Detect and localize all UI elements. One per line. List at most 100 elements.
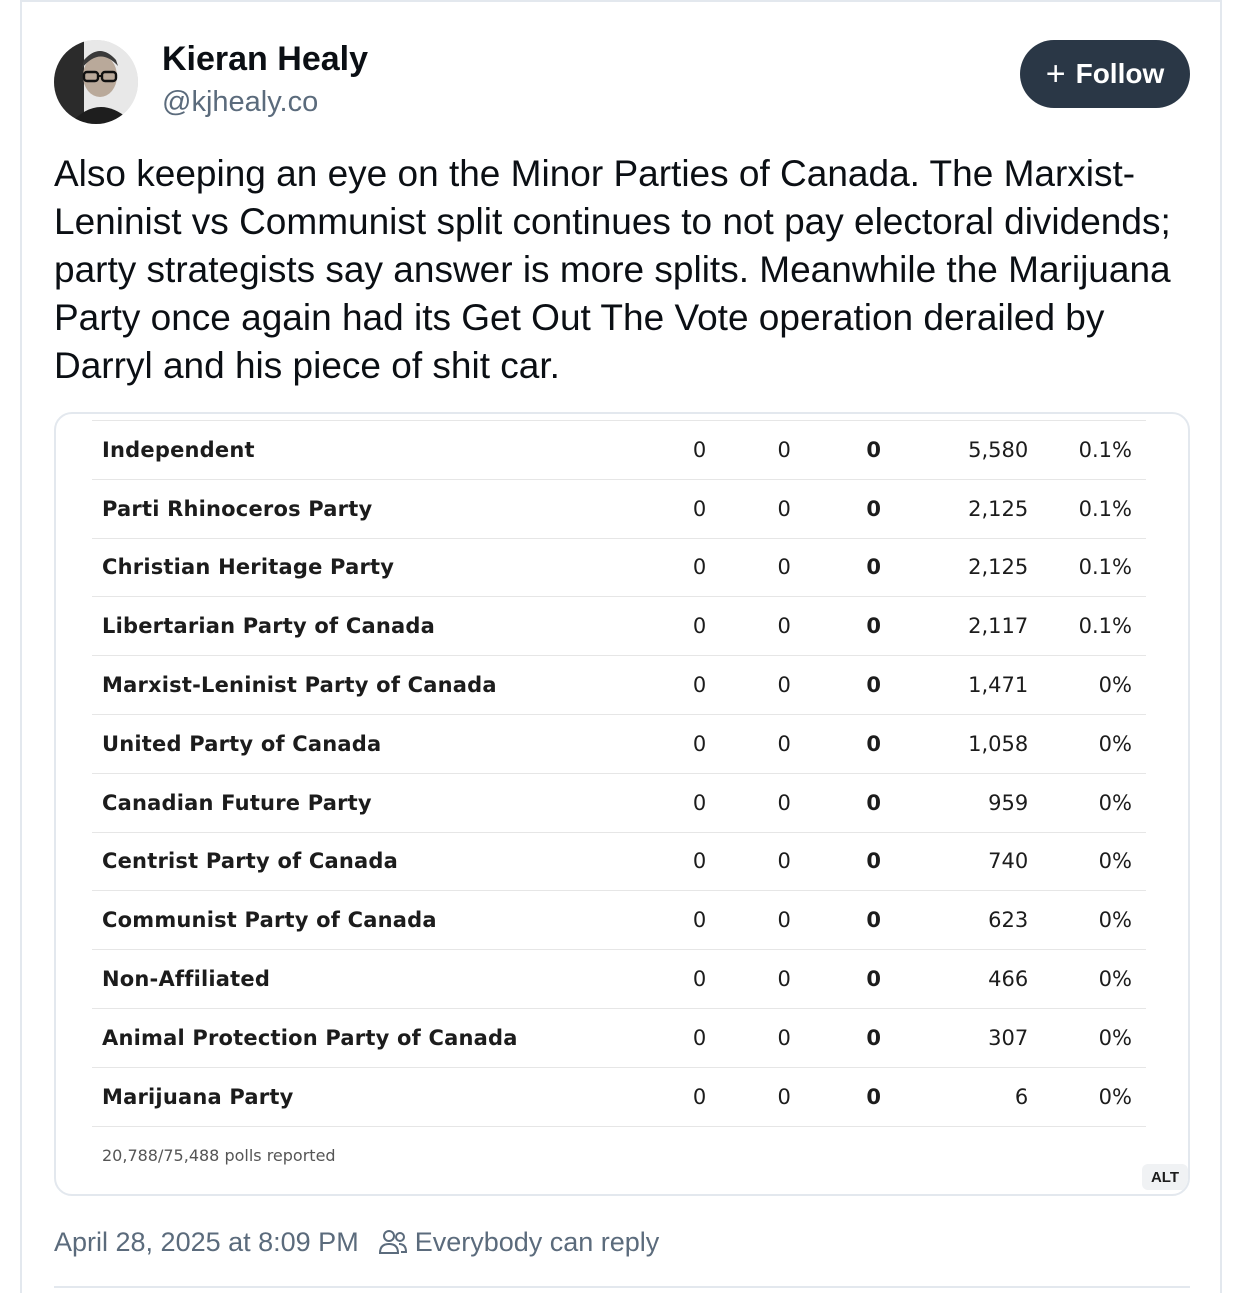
vote-percent: 0.1% xyxy=(1028,538,1146,598)
follow-button[interactable]: + Follow xyxy=(1020,40,1190,108)
vote-count: 959 xyxy=(918,773,1029,833)
results-table: Independent 0 0 0 5,580 0.1% Parti Rhinoceros … xyxy=(92,421,1146,1127)
table-row: Christian Heritage Party 0 0 0 2,125 0.1% xyxy=(92,538,1146,598)
party-name: Centrist Party of Canada xyxy=(92,832,660,892)
vote-percent: 0% xyxy=(1028,949,1146,1009)
post-meta: April 28, 2025 at 8:09 PM Everybody can … xyxy=(54,1226,659,1258)
vote-count: 1,471 xyxy=(918,655,1029,715)
seats-leading: 0 xyxy=(739,773,829,833)
seats-leading: 0 xyxy=(739,832,829,892)
vote-percent: 0% xyxy=(1028,1067,1146,1127)
seats-elected: 0 xyxy=(659,1008,740,1068)
vote-count: 1,058 xyxy=(918,714,1029,774)
seats-total: 0 xyxy=(828,890,919,951)
table-row: Centrist Party of Canada 0 0 0 740 0% xyxy=(92,832,1146,892)
seats-total: 0 xyxy=(828,479,919,539)
seats-leading: 0 xyxy=(739,890,829,951)
person-avatar-icon xyxy=(54,40,138,124)
party-name: Parti Rhinoceros Party xyxy=(92,479,660,539)
party-name: United Party of Canada xyxy=(92,714,660,774)
table-row: Libertarian Party of Canada 0 0 0 2,117 0.1% xyxy=(92,596,1146,657)
seats-elected: 0 xyxy=(659,832,740,892)
vote-percent: 0.1% xyxy=(1028,479,1146,539)
seats-leading: 0 xyxy=(739,1008,829,1068)
seats-elected: 0 xyxy=(659,1067,740,1127)
vote-count: 5,580 xyxy=(918,421,1029,480)
party-name: Independent xyxy=(92,421,660,480)
vote-percent: 0% xyxy=(1028,655,1146,715)
seats-elected: 0 xyxy=(659,421,740,480)
party-name: Canadian Future Party xyxy=(92,773,660,833)
party-name: Non-Affiliated xyxy=(92,949,660,1009)
vote-count: 6 xyxy=(918,1067,1029,1127)
seats-elected: 0 xyxy=(659,538,740,598)
seats-total: 0 xyxy=(828,421,919,480)
vote-percent: 0% xyxy=(1028,1008,1146,1068)
seats-leading: 0 xyxy=(739,479,829,539)
seats-leading: 0 xyxy=(739,1067,829,1127)
seats-leading: 0 xyxy=(739,714,829,774)
vote-count: 740 xyxy=(918,832,1029,892)
vote-count: 307 xyxy=(918,1008,1029,1068)
party-name: Marijuana Party xyxy=(92,1067,660,1127)
image-divider xyxy=(92,420,1146,421)
post-text: Also keeping an eye on the Minor Parties… xyxy=(54,153,1171,386)
divider xyxy=(54,1286,1190,1288)
vote-percent: 0% xyxy=(1028,773,1146,833)
seats-total: 0 xyxy=(828,832,919,892)
seats-leading: 0 xyxy=(739,421,829,480)
table-row: Communist Party of Canada 0 0 0 623 0% xyxy=(92,890,1146,951)
table-row: United Party of Canada 0 0 0 1,058 0% xyxy=(92,714,1146,774)
vote-percent: 0% xyxy=(1028,890,1146,951)
vote-count: 2,125 xyxy=(918,538,1029,598)
seats-leading: 0 xyxy=(739,949,829,1009)
table-row: Canadian Future Party 0 0 0 959 0% xyxy=(92,773,1146,833)
table-row: Marxist-Leninist Party of Canada 0 0 0 1,471… xyxy=(92,655,1146,715)
seats-elected: 0 xyxy=(659,596,740,657)
party-name: Christian Heritage Party xyxy=(92,538,660,598)
seats-total: 0 xyxy=(828,1067,919,1127)
vote-count: 2,117 xyxy=(918,596,1029,657)
table-row: Animal Protection Party of Canada 0 0 0 307 0… xyxy=(92,1008,1146,1068)
seats-elected: 0 xyxy=(659,479,740,539)
seats-total: 0 xyxy=(828,655,919,715)
author-name[interactable]: Kieran Healy xyxy=(162,40,368,78)
seats-elected: 0 xyxy=(659,714,740,774)
seats-total: 0 xyxy=(828,1008,919,1068)
alt-text-badge[interactable]: ALT xyxy=(1142,1164,1188,1190)
author-avatar[interactable] xyxy=(54,40,138,124)
seats-total: 0 xyxy=(828,949,919,1009)
author-handle[interactable]: @kjhealy.co xyxy=(162,86,319,118)
party-name: Animal Protection Party of Canada xyxy=(92,1008,660,1068)
seats-leading: 0 xyxy=(739,596,829,657)
vote-percent: 0.1% xyxy=(1028,596,1146,657)
post-frame xyxy=(20,0,1222,1293)
seats-total: 0 xyxy=(828,538,919,598)
seats-elected: 0 xyxy=(659,655,740,715)
reply-setting: Everybody can reply xyxy=(414,1226,660,1257)
seats-total: 0 xyxy=(828,773,919,833)
seats-elected: 0 xyxy=(659,773,740,833)
post-timestamp[interactable]: April 28, 2025 at 8:09 PM xyxy=(54,1226,359,1257)
plus-icon: + xyxy=(1045,55,1066,93)
vote-count: 2,125 xyxy=(918,479,1029,539)
table-row: Independent 0 0 0 5,580 0.1% xyxy=(92,421,1146,480)
seats-leading: 0 xyxy=(739,655,829,715)
post-image[interactable]: Independent 0 0 0 5,580 0.1% Parti Rhinoceros … xyxy=(54,412,1190,1196)
polls-reported: 20,788/75,488 polls reported xyxy=(102,1146,336,1165)
party-name: Marxist-Leninist Party of Canada xyxy=(92,655,660,715)
party-name: Communist Party of Canada xyxy=(92,890,660,951)
table-row: Non-Affiliated 0 0 0 466 0% xyxy=(92,949,1146,1009)
seats-leading: 0 xyxy=(739,538,829,598)
vote-percent: 0% xyxy=(1028,714,1146,774)
table-row: Parti Rhinoceros Party 0 0 0 2,125 0.1% xyxy=(92,479,1146,539)
seats-total: 0 xyxy=(828,596,919,657)
party-name: Libertarian Party of Canada xyxy=(92,596,660,657)
table-row: Marijuana Party 0 0 0 6 0% xyxy=(92,1067,1146,1127)
people-icon xyxy=(378,1230,407,1254)
seats-total: 0 xyxy=(828,714,919,774)
vote-percent: 0% xyxy=(1028,832,1146,892)
seats-elected: 0 xyxy=(659,949,740,1009)
follow-button-label: Follow xyxy=(1075,58,1165,89)
vote-count: 466 xyxy=(918,949,1029,1009)
